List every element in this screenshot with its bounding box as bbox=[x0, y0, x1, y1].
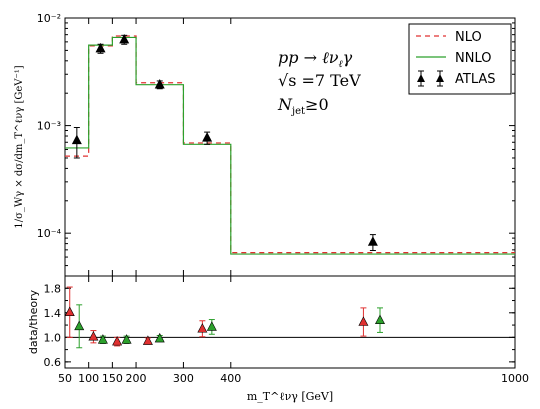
ratio-nlo-point-4 bbox=[197, 323, 208, 333]
ratio-nlo-point-0 bbox=[64, 306, 75, 316]
ratio-ytick-label-0: 0.6 bbox=[44, 356, 62, 369]
main-plot-ylabel: 1/σ_Wγ × dσ/dm_T^ℓνγ [GeV⁻¹] bbox=[14, 65, 25, 228]
ratio-plot-frame bbox=[64, 275, 516, 369]
atlas-point-3 bbox=[154, 79, 165, 89]
main-ytick-label-0: 10⁻² bbox=[37, 12, 61, 25]
legend-nnlo-label: NNLO bbox=[455, 51, 491, 66]
ratio-nnlo-point-3 bbox=[154, 332, 165, 343]
legend-atlas-swatch bbox=[417, 70, 444, 87]
jet-annotation: Njet≥0 bbox=[277, 95, 329, 117]
legend-nlo-label: NLO bbox=[455, 30, 482, 45]
ratio-nnlo-point-1 bbox=[97, 334, 108, 344]
ratio-ytick-label-1: 1.0 bbox=[44, 331, 62, 344]
main-ytick-label-2: 10⁻⁴ bbox=[37, 227, 62, 240]
ratio-xtick-label-5: 400 bbox=[220, 372, 241, 385]
process-annotation: pp → ℓνℓγ bbox=[278, 48, 353, 70]
atlas-point-5 bbox=[367, 236, 378, 246]
ratio-plot-ylabel: data/theory bbox=[27, 289, 40, 354]
ratio-plot-panel: 0.6 1.0 1.4 1.8 50 100 150 200 300 400 1000 data/… bbox=[27, 275, 529, 403]
ratio-plot-ytick-labels: 0.6 1.0 1.4 1.8 bbox=[44, 282, 62, 369]
ratio-xtick-label-4: 300 bbox=[173, 372, 194, 385]
main-plot-atlas-points bbox=[71, 33, 378, 252]
ratio-plot-points bbox=[64, 286, 385, 349]
ratio-nnlo-point-5 bbox=[375, 314, 385, 324]
ratio-ytick-label-3: 1.8 bbox=[44, 282, 62, 295]
atlas-point-2 bbox=[119, 33, 130, 44]
ratio-xtick-label-2: 150 bbox=[102, 372, 123, 385]
ratio-xtick-label-3: 200 bbox=[126, 372, 147, 385]
ratio-nnlo-point-2 bbox=[121, 334, 132, 344]
ratio-nlo-point-1 bbox=[88, 331, 99, 341]
ratio-nnlo-point-0 bbox=[74, 320, 85, 331]
ratio-nlo-point-5 bbox=[358, 316, 369, 326]
ratio-nnlo-point-4 bbox=[206, 321, 217, 331]
legend: NLO NNLO ATLAS bbox=[408, 23, 512, 95]
energy-annotation: √s =7 TeV bbox=[278, 71, 361, 90]
ratio-plot-xlabel: m_T^ℓνγ [GeV] bbox=[247, 390, 333, 403]
main-plot-panel: 10⁻²10⁻³10⁻⁴ pp → ℓνℓγ √s =7 TeV Njet≥0 … bbox=[14, 12, 516, 277]
ratio-xtick-label-0: 50 bbox=[58, 372, 72, 385]
atlas-point-4 bbox=[202, 132, 213, 142]
ratio-xtick-label-6: 1000 bbox=[501, 372, 529, 385]
atlas-point-0 bbox=[71, 134, 82, 145]
histogram-nnlo bbox=[65, 36, 515, 255]
ratio-nlo-point-2 bbox=[112, 335, 123, 346]
ratio-plot-xtick-labels: 50 100 150 200 300 400 1000 bbox=[58, 372, 529, 385]
ratio-nlo-point-3 bbox=[142, 335, 153, 345]
ratio-ytick-label-2: 1.4 bbox=[44, 307, 62, 320]
main-plot-ticks bbox=[64, 17, 516, 277]
main-plot-histograms bbox=[65, 35, 515, 255]
ratio-xtick-label-1: 100 bbox=[78, 372, 99, 385]
main-ytick-label-1: 10⁻³ bbox=[37, 120, 61, 133]
legend-atlas-label: ATLAS bbox=[455, 72, 496, 87]
main-plot-ytick-labels: 10⁻² 10⁻³ 10⁻⁴ bbox=[37, 12, 62, 240]
atlas-point-1 bbox=[95, 42, 106, 53]
